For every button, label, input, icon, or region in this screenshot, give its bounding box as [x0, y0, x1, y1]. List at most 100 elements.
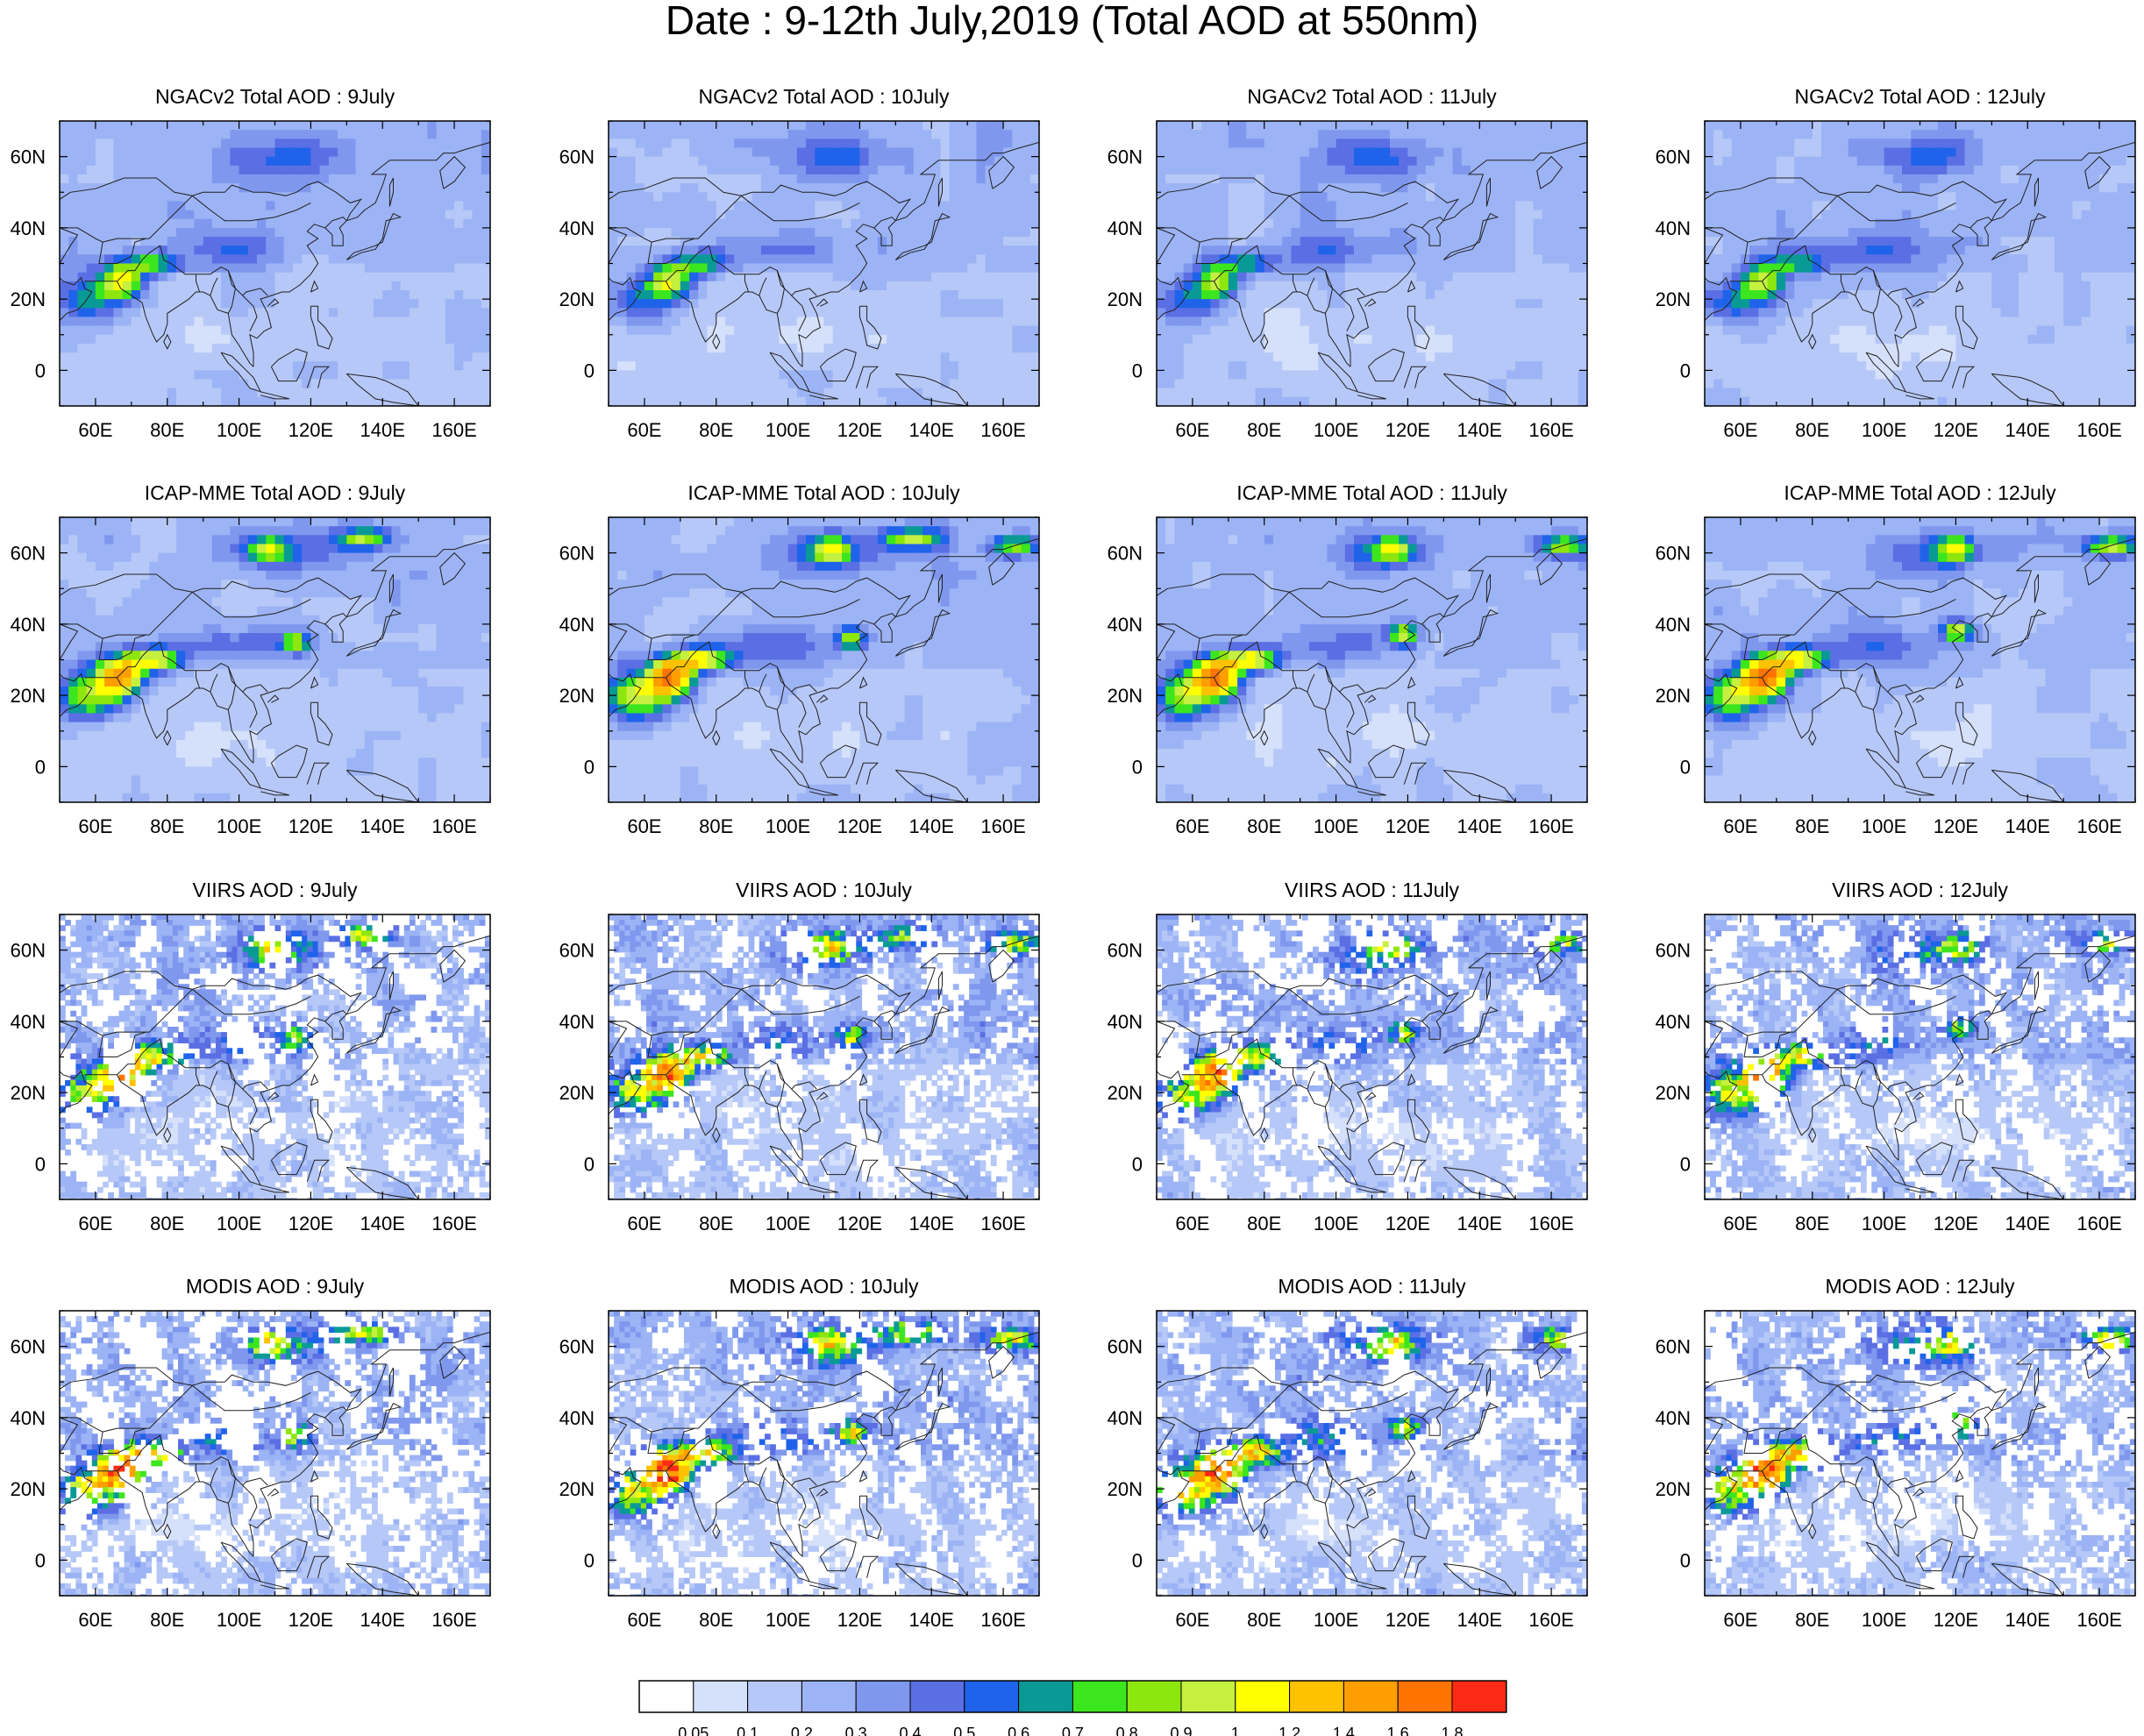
aod-field: [60, 914, 490, 1199]
lon-tick-label: 80E: [699, 1213, 733, 1234]
lat-tick-label: 20N: [11, 1478, 46, 1500]
lon-tick-label: 80E: [1247, 815, 1281, 837]
map-panel: 60E 80E 100E 120E 140E 160E 60N 40N 20N 0 VIIRS AO…: [1108, 879, 1588, 1234]
panel-title: MODIS AOD : 11July: [1278, 1275, 1466, 1298]
map-panel: 60E 80E 100E 120E 140E 160E 60N 40N 20N 0 ICAP-MME…: [11, 481, 491, 837]
lat-tick-label: 0: [35, 1549, 46, 1571]
lat-tick-label: 20N: [11, 288, 46, 310]
lon-tick-label: 60E: [627, 1213, 661, 1234]
axis-ticks: [1156, 1310, 1588, 1597]
figure-title: Date : 9-12th July,2019 (Total AOD at 55…: [0, 0, 2144, 40]
panel-title: MODIS AOD : 10July: [729, 1275, 919, 1298]
lat-tick-label: 40N: [1656, 1407, 1691, 1429]
coastlines: [60, 141, 490, 406]
lon-tick-label: 80E: [1795, 419, 1829, 441]
lon-tick-label: 100E: [217, 1609, 261, 1631]
lon-tick-label: 140E: [909, 1213, 954, 1234]
colorbar-label: 0.7: [1062, 1725, 1084, 1736]
lon-tick-label: 140E: [2005, 1213, 2050, 1234]
aod-field: [60, 121, 490, 406]
panel-title: VIIRS AOD : 9July: [193, 879, 358, 901]
lon-tick-label: 120E: [288, 1609, 333, 1631]
coastlines: [609, 1331, 1039, 1596]
lon-tick-label: 160E: [1528, 419, 1573, 441]
lon-tick-label: 80E: [1795, 1609, 1829, 1631]
aod-field: [1157, 121, 1587, 406]
lat-tick-label: 20N: [1108, 288, 1143, 310]
map-panel: 60E 80E 100E 120E 140E 160E 60N 40N 20N 0 NGACv2 T…: [1108, 85, 1588, 441]
colorbar-swatch: [693, 1680, 749, 1713]
panel-title: VIIRS AOD : 12July: [1832, 879, 2008, 901]
lon-tick-label: 100E: [217, 815, 261, 837]
lon-tick-label: 140E: [1457, 1609, 1502, 1631]
map-panel: 60E 80E 100E 120E 140E 160E 60N 40N 20N 0 MODIS AO…: [11, 1275, 491, 1631]
lon-tick-label: 140E: [2005, 815, 2050, 837]
lat-tick-label: 40N: [11, 614, 46, 636]
axis-ticks: [59, 120, 491, 407]
aod-field: [609, 1311, 1039, 1596]
lat-tick-label: 60N: [1108, 940, 1143, 962]
lat-tick-label: 0: [1132, 1549, 1143, 1571]
axis-ticks: [59, 516, 491, 803]
lat-tick-label: 40N: [559, 1011, 595, 1033]
lat-tick-label: 40N: [11, 217, 46, 239]
aod-field: [1705, 121, 2135, 406]
colorbar-swatch: [1018, 1680, 1073, 1713]
aod-field: [60, 517, 490, 802]
lat-tick-label: 60N: [1108, 1336, 1143, 1358]
lat-tick-label: 60N: [1108, 146, 1143, 168]
panel-title: VIIRS AOD : 11July: [1285, 879, 1459, 901]
lon-tick-label: 120E: [837, 1213, 882, 1234]
aod-field: [1157, 914, 1587, 1199]
lon-tick-label: 140E: [2005, 419, 2050, 441]
lon-tick-label: 60E: [1723, 815, 1757, 837]
lon-tick-label: 160E: [1528, 1609, 1573, 1631]
lon-tick-label: 80E: [699, 1609, 733, 1631]
lat-tick-label: 60N: [1656, 543, 1691, 565]
axis-ticks: [59, 1310, 491, 1597]
lon-tick-label: 160E: [2076, 419, 2121, 441]
lon-tick-label: 120E: [1385, 1609, 1430, 1631]
colorbar-label: 0.3: [845, 1725, 867, 1736]
lon-tick-label: 140E: [909, 815, 954, 837]
colorbar-swatch: [1126, 1680, 1182, 1713]
lon-tick-label: 160E: [2076, 1213, 2121, 1234]
lon-tick-label: 60E: [78, 815, 112, 837]
lon-tick-label: 140E: [1457, 815, 1502, 837]
lon-tick-label: 120E: [288, 419, 333, 441]
coastlines: [1705, 1331, 2135, 1596]
lon-tick-label: 100E: [217, 1213, 261, 1234]
axis-ticks: [1704, 1310, 2136, 1597]
lat-tick-label: 60N: [11, 940, 46, 962]
colorbar-label: 0.05: [678, 1725, 709, 1736]
lon-tick-label: 140E: [360, 419, 405, 441]
colorbar-label: 0.8: [1116, 1725, 1138, 1736]
axis-ticks: [1704, 516, 2136, 803]
axis-ticks: [608, 1310, 1040, 1597]
lon-tick-label: 100E: [766, 1213, 810, 1234]
lat-tick-label: 40N: [1108, 217, 1143, 239]
colorbar-label: 1.2: [1279, 1725, 1300, 1736]
lon-tick-label: 120E: [1385, 1213, 1430, 1234]
colorbar-label: 0.6: [1008, 1725, 1029, 1736]
coastlines: [1157, 141, 1587, 406]
lon-tick-label: 60E: [627, 815, 661, 837]
colorbar-swatch: [1289, 1680, 1344, 1713]
lon-tick-label: 120E: [1934, 419, 1978, 441]
lon-tick-label: 60E: [627, 419, 661, 441]
panel-title: ICAP-MME Total AOD : 11July: [1236, 481, 1507, 504]
lat-tick-label: 60N: [559, 146, 595, 168]
map-panel: 60E 80E 100E 120E 140E 160E 60N 40N 20N 0 VIIRS AO…: [11, 879, 491, 1234]
colorbar: 0.05 0.1 0.2 0.3 0.4 0.5 0.6 0.7 0.8 0.9 1 1.2 1.4 1.…: [638, 1680, 1507, 1736]
lon-tick-label: 120E: [837, 815, 882, 837]
lon-tick-label: 60E: [1723, 1213, 1757, 1234]
panel-title: NGACv2 Total AOD : 12July: [1795, 85, 2046, 108]
colorbar-label: 1: [1231, 1725, 1240, 1736]
panel-title: MODIS AOD : 12July: [1825, 1275, 2015, 1298]
axis-ticks: [1156, 120, 1588, 407]
colorbar-swatch: [1451, 1680, 1507, 1713]
panel-title: ICAP-MME Total AOD : 12July: [1784, 481, 2056, 504]
lon-tick-label: 140E: [1457, 1213, 1502, 1234]
aod-field: [60, 1311, 490, 1596]
lon-tick-label: 120E: [1934, 815, 1978, 837]
